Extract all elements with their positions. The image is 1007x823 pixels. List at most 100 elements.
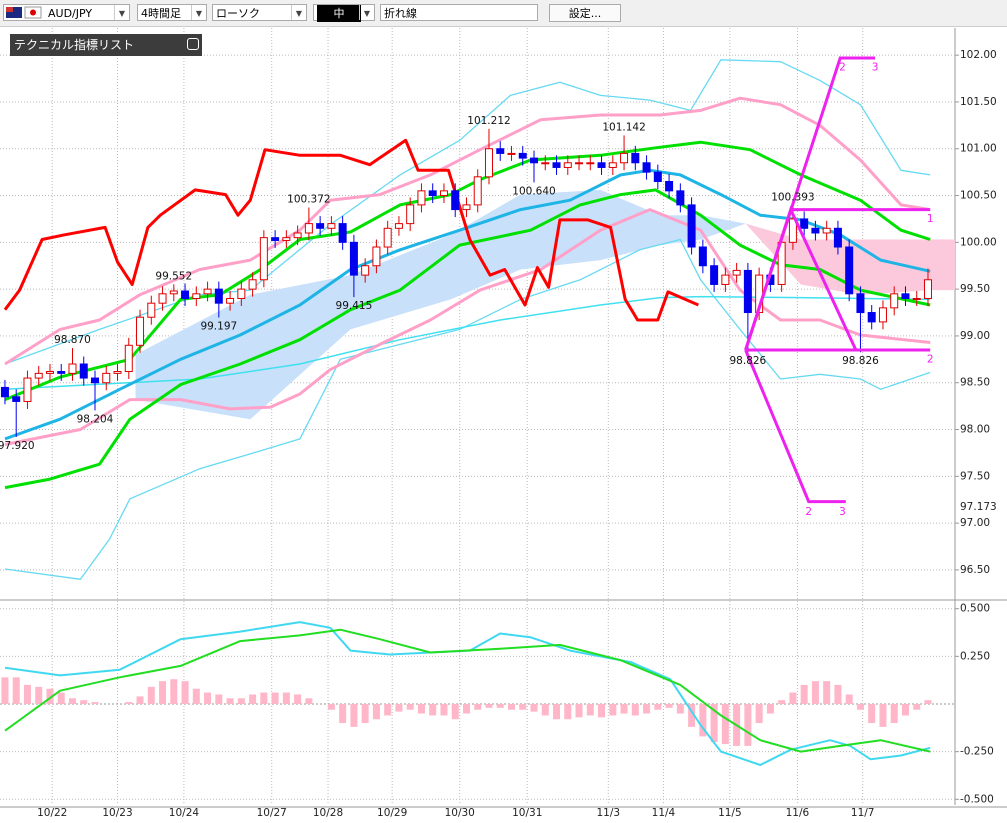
histogram-bar xyxy=(294,694,302,704)
histogram-bar xyxy=(68,698,76,704)
histogram-bar xyxy=(305,698,313,704)
drawing-label: 2 xyxy=(805,506,812,518)
candle-body xyxy=(136,316,145,346)
size: 中 xyxy=(317,5,361,22)
indicator-line xyxy=(4,628,931,753)
y-tick-label: 96.50 xyxy=(960,564,990,576)
candle-body xyxy=(237,288,246,299)
candle-body xyxy=(912,297,921,300)
x-tick-label: 11/5 xyxy=(718,807,742,819)
histogram-bar xyxy=(879,704,887,727)
indicator-line xyxy=(4,621,931,766)
histogram-bar xyxy=(631,704,639,716)
x-tick-label: 10/27 xyxy=(257,807,287,819)
candle-body xyxy=(293,232,302,239)
size-select[interactable]: 中 ▼ xyxy=(313,4,375,22)
candle-body xyxy=(923,279,932,299)
candle-body xyxy=(811,227,820,234)
histogram-bar xyxy=(913,704,921,710)
histogram-bar xyxy=(204,692,212,704)
y-tick-label: 100.50 xyxy=(960,190,997,202)
style-select[interactable]: ローソク ▼ xyxy=(212,4,307,21)
candle-body xyxy=(856,293,865,314)
settings-button[interactable]: 設定... xyxy=(549,4,621,22)
histogram-bar xyxy=(598,704,606,718)
close-icon[interactable] xyxy=(187,38,199,50)
y-tick-label: 97.50 xyxy=(960,470,990,482)
price-annotation: 101.212 xyxy=(467,115,510,127)
candle-body xyxy=(575,162,584,165)
histogram-bar xyxy=(710,704,718,743)
candle-body xyxy=(45,370,54,374)
histogram-bar xyxy=(35,686,43,704)
candle-body xyxy=(462,204,471,211)
histogram-bar xyxy=(496,704,504,708)
candle-body xyxy=(124,344,133,372)
histogram-bar xyxy=(125,702,133,704)
candle-body xyxy=(394,223,403,229)
candle-body xyxy=(113,370,122,374)
dropdown-arrow: ▼ xyxy=(291,5,306,20)
histogram-bar xyxy=(778,700,786,704)
price-annotation: 98.204 xyxy=(77,413,114,425)
histogram-bar xyxy=(384,704,392,716)
y-tick-label: 101.50 xyxy=(960,96,997,108)
candle-body xyxy=(327,223,336,229)
histogram-bar xyxy=(620,704,628,714)
histogram-bar xyxy=(271,692,279,704)
timeframe-select[interactable]: 4時間足 ▼ xyxy=(137,4,207,21)
price-annotation: 99.552 xyxy=(155,270,192,282)
histogram-bar xyxy=(541,704,549,716)
histogram-bar xyxy=(462,704,470,714)
price-annotation: 99.415 xyxy=(336,300,373,312)
histogram-bar xyxy=(530,704,538,712)
histogram-bar xyxy=(136,696,144,704)
toolbar: AUD/JPY ▼ 4時間足 ▼ ローソク ▼ 中 ▼ 折れ線 設定... xyxy=(0,0,1007,27)
candle-body xyxy=(676,190,685,206)
pair-select[interactable]: AUD/JPY ▼ xyxy=(3,4,130,21)
histogram-bar xyxy=(451,704,459,720)
candle-body xyxy=(496,148,505,154)
candle-body xyxy=(597,162,606,168)
histogram-bar xyxy=(586,704,594,716)
candle-body xyxy=(530,157,539,164)
histogram-bar xyxy=(553,704,561,720)
histogram-bar xyxy=(12,677,20,704)
candle-body xyxy=(743,269,752,314)
candle-body xyxy=(822,227,831,234)
indicator-list[interactable]: テクニカル指標リスト xyxy=(10,34,202,56)
candle-body xyxy=(0,386,9,398)
candle-body xyxy=(901,293,910,299)
candle-body xyxy=(79,363,88,379)
price-annotation: 100.372 xyxy=(287,194,330,206)
y-tick-label: 0.250 xyxy=(960,650,990,662)
candle-body xyxy=(788,218,797,243)
drawing-label: 2 xyxy=(839,61,846,73)
y-tick-label: 100.00 xyxy=(960,236,997,248)
histogram-bar xyxy=(845,694,853,704)
candle-body xyxy=(12,396,21,402)
histogram-bar xyxy=(721,704,729,745)
histogram-bar xyxy=(350,704,358,727)
histogram-bar xyxy=(57,692,65,704)
price-annotation: 98.826 xyxy=(842,355,879,367)
marker-price-label: 97.173 xyxy=(960,501,997,513)
histogram-bar xyxy=(676,704,684,714)
histogram-bar xyxy=(395,704,403,712)
histogram-bar xyxy=(23,684,31,704)
candle-body xyxy=(890,293,899,309)
candle-body xyxy=(248,279,257,290)
candle-body xyxy=(473,176,482,206)
histogram-bar xyxy=(260,692,268,704)
histogram-bar xyxy=(890,704,898,724)
histogram-bar xyxy=(282,692,290,704)
histogram-bar xyxy=(170,679,178,704)
candle-body xyxy=(214,288,223,304)
histogram-bar xyxy=(440,704,448,716)
line-type[interactable]: 折れ線 xyxy=(380,4,538,21)
histogram-bar xyxy=(361,704,369,724)
x-tick-label: 10/31 xyxy=(512,807,542,819)
histogram-bar xyxy=(339,704,347,724)
candle-body xyxy=(158,293,167,304)
